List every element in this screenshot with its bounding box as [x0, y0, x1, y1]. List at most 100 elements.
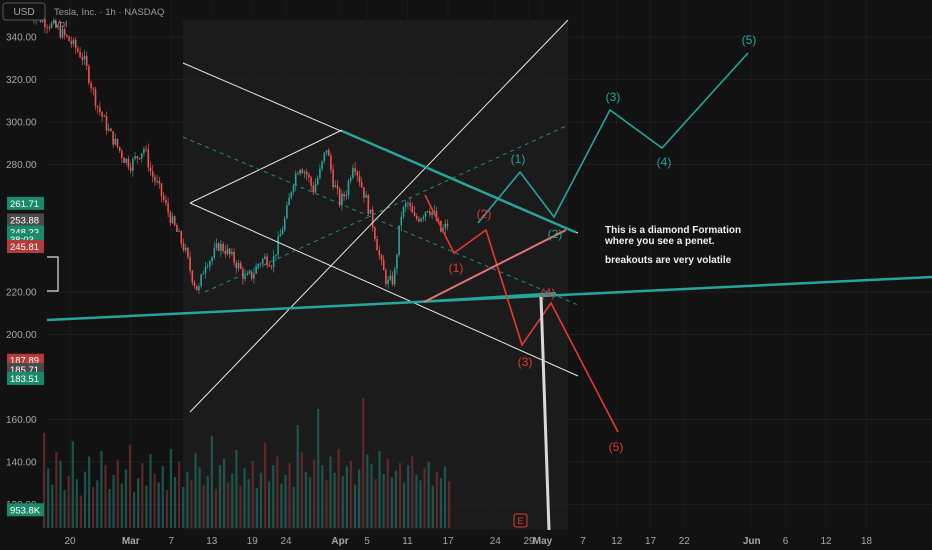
candle — [316, 175, 319, 186]
candle — [101, 111, 103, 122]
volume-bar — [345, 466, 348, 528]
price-tag-label: 261.71 — [10, 199, 39, 210]
candle — [321, 160, 323, 172]
candle — [239, 260, 242, 270]
candle-body — [338, 188, 341, 206]
candle — [171, 212, 174, 225]
candle-body — [79, 51, 81, 58]
candle-body — [81, 57, 84, 60]
candle-body — [321, 161, 323, 169]
candle — [371, 206, 374, 232]
candle — [213, 242, 216, 260]
candle-body — [323, 152, 326, 162]
candle — [305, 168, 308, 181]
volume-bar — [296, 425, 299, 528]
volume-bar — [300, 452, 303, 528]
volume-bar — [210, 435, 213, 528]
candle — [61, 26, 64, 39]
candle-body — [422, 216, 425, 219]
candle — [140, 153, 143, 163]
volume-bar — [443, 466, 447, 528]
price-tag: 953.8K — [7, 503, 44, 517]
candle — [261, 257, 264, 268]
price-tag: 245.81 — [7, 240, 44, 254]
candle — [48, 24, 51, 32]
candle-body — [365, 195, 367, 198]
candle — [233, 248, 235, 267]
volume-bar — [227, 482, 230, 528]
candle-body — [151, 171, 154, 177]
candle-body — [63, 29, 66, 35]
candle-body — [325, 150, 328, 153]
candle — [167, 197, 169, 218]
earnings-marker[interactable]: E — [513, 513, 528, 528]
candle — [94, 86, 97, 110]
volume-bar — [194, 453, 197, 528]
volume-bar — [137, 478, 140, 528]
candle-body — [378, 250, 381, 256]
candle — [74, 37, 77, 54]
candle — [68, 35, 70, 42]
candle-body — [268, 265, 271, 267]
candle-body — [347, 181, 350, 196]
candle-body — [228, 248, 231, 255]
x-tick-label: 11 — [402, 536, 413, 547]
candle — [358, 170, 361, 187]
price-tag-box — [7, 240, 44, 254]
candle-body — [411, 206, 414, 213]
candle-body — [413, 212, 416, 216]
red-wave-label: (4) — [541, 286, 556, 300]
candle — [281, 226, 284, 235]
candle — [46, 24, 48, 34]
price-tag-box — [7, 213, 44, 227]
volume-bar — [321, 465, 324, 528]
currency-label: USD — [13, 7, 34, 18]
price-tag-label: 253.88 — [10, 216, 39, 227]
candle-body — [180, 231, 183, 244]
candle-body — [206, 266, 209, 268]
candle-body — [147, 149, 150, 168]
candle — [116, 138, 119, 149]
candle-body — [396, 255, 398, 269]
support-trendline — [46, 275, 932, 322]
earnings-marker-box[interactable] — [513, 513, 528, 528]
candle — [400, 211, 403, 232]
candle — [431, 211, 433, 219]
candle-body — [184, 247, 187, 251]
candle — [173, 215, 176, 227]
green-wave-label: (1) — [511, 152, 526, 166]
candle-body — [46, 26, 48, 28]
candle — [363, 187, 365, 203]
price-tag-label: 953.8K — [10, 505, 41, 516]
candle-body — [182, 243, 185, 251]
currency-button[interactable] — [2, 2, 46, 21]
x-grid — [69, 0, 867, 530]
volume-bar — [157, 482, 160, 528]
candle-body — [303, 171, 306, 173]
candle — [66, 34, 68, 38]
candle-body — [195, 285, 198, 291]
green-wave-label: (2) — [548, 227, 563, 241]
candle — [235, 260, 238, 274]
volume-bar — [415, 474, 418, 528]
candle — [237, 259, 240, 272]
candle-body — [244, 275, 246, 279]
candle-body — [52, 20, 55, 24]
candle-body — [224, 251, 227, 254]
candle — [57, 24, 59, 30]
candle — [149, 161, 152, 176]
candle — [330, 152, 332, 174]
price-tag-label: 248.23 — [10, 228, 39, 239]
x-tick-label: 12 — [611, 536, 623, 547]
volume-bar — [439, 478, 443, 528]
candle-body — [255, 266, 257, 274]
candle-body — [312, 185, 315, 193]
volume-bar — [280, 483, 283, 528]
candle — [319, 164, 321, 180]
candle — [396, 253, 398, 275]
range-bracket — [47, 256, 59, 292]
candle-body — [297, 173, 299, 175]
candle — [129, 162, 132, 174]
